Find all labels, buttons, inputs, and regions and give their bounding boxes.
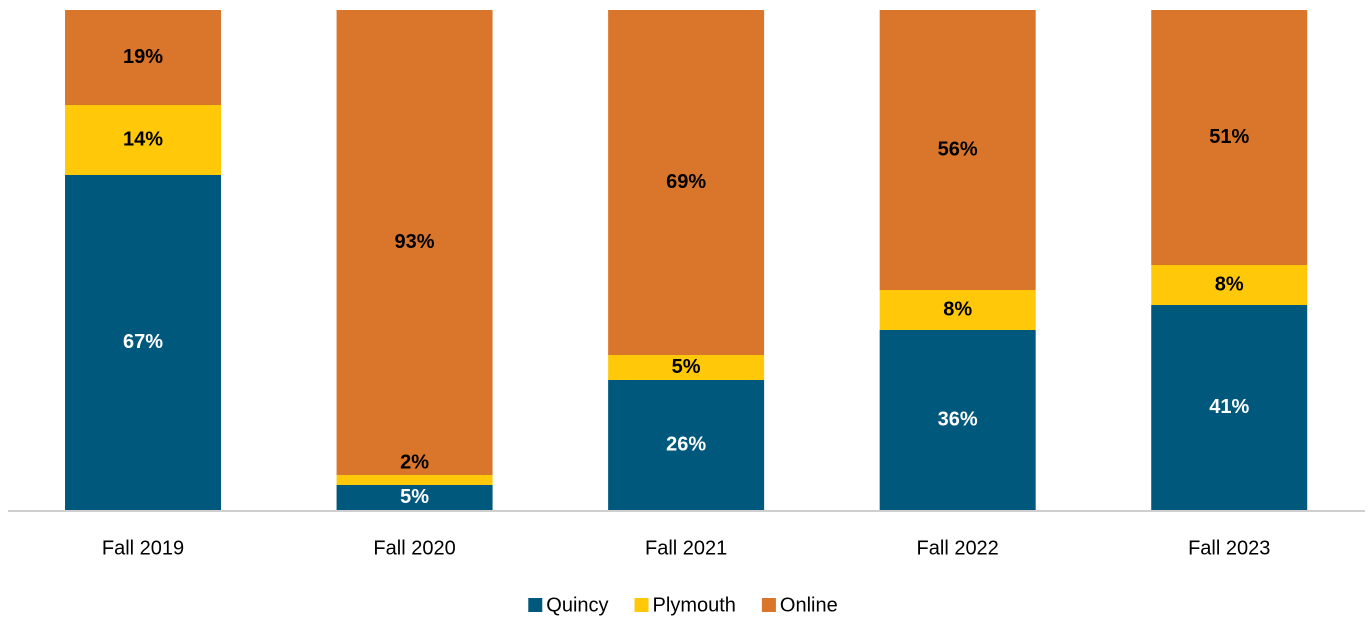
bar-segment [1151, 305, 1308, 510]
bar-segment [608, 355, 765, 380]
legend-swatch [634, 598, 649, 612]
bar-segment [65, 10, 222, 105]
bar-segment [879, 290, 1036, 330]
bar-segment [879, 330, 1036, 510]
bar-segment [608, 10, 765, 355]
bar-segment [336, 10, 493, 475]
legend-swatch [761, 598, 776, 612]
data-label: 2% [400, 451, 429, 473]
data-label: 8% [943, 298, 972, 320]
x-tick-label: Fall 2021 [645, 537, 727, 559]
data-label: 26% [666, 433, 706, 455]
legend-label: Plymouth [653, 594, 736, 616]
bar-segment [1151, 10, 1308, 265]
legend-swatch [528, 598, 543, 612]
legend-label: Online [780, 594, 838, 616]
data-label: 56% [938, 138, 978, 160]
bar-segment [879, 10, 1036, 290]
data-label: 8% [1215, 273, 1244, 295]
data-label: 36% [938, 408, 978, 430]
bar-segment [336, 485, 493, 510]
data-label: 93% [395, 231, 435, 253]
bar-segment [336, 475, 493, 485]
data-label: 14% [123, 128, 163, 150]
x-tick-label: Fall 2020 [373, 537, 455, 559]
data-label: 19% [123, 46, 163, 68]
x-tick-label: Fall 2023 [1188, 537, 1270, 559]
bar-segment [65, 175, 222, 510]
x-tick-label: Fall 2022 [917, 537, 999, 559]
bar-segment [1151, 265, 1308, 305]
data-label: 41% [1209, 396, 1249, 418]
legend-label: Quincy [546, 594, 608, 616]
data-label: 69% [666, 171, 706, 193]
bar-segment [65, 105, 222, 175]
data-label: 67% [123, 331, 163, 353]
bar-segment [608, 380, 765, 510]
data-label: 51% [1209, 126, 1249, 148]
data-label: 5% [400, 486, 429, 508]
x-tick-label: Fall 2019 [102, 537, 184, 559]
data-label: 5% [672, 356, 701, 378]
